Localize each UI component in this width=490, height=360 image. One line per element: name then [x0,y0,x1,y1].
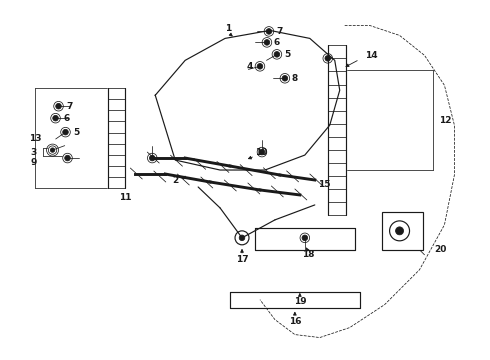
Text: 12: 12 [440,116,452,125]
Bar [382,212,423,250]
Text: 7: 7 [67,102,73,111]
Circle shape [53,116,58,121]
Text: 20: 20 [435,245,447,254]
Text: 2: 2 [172,176,178,185]
Text: 6: 6 [64,114,70,123]
Text: 13: 13 [28,134,41,143]
Text: 11: 11 [119,193,132,202]
Circle shape [264,40,270,45]
Circle shape [259,149,265,155]
Circle shape [50,148,55,152]
Circle shape [56,103,61,109]
Circle shape [282,76,288,81]
Text: 16: 16 [289,317,301,326]
Circle shape [65,155,70,161]
Text: 4: 4 [247,62,253,71]
Text: 6: 6 [274,38,280,47]
Circle shape [63,129,68,135]
Text: 9: 9 [30,158,37,167]
Text: 15: 15 [318,180,330,189]
Circle shape [395,227,404,235]
Circle shape [149,155,155,161]
Circle shape [257,63,263,69]
Text: 8: 8 [292,74,298,83]
Circle shape [325,55,331,61]
Text: 7: 7 [276,27,282,36]
Text: 3: 3 [30,148,37,157]
Text: 18: 18 [301,250,314,259]
Circle shape [302,235,308,240]
Text: 5: 5 [284,50,290,59]
Text: 14: 14 [365,51,377,60]
Text: 1: 1 [225,24,231,33]
Circle shape [266,29,272,34]
Text: 10: 10 [255,148,268,157]
Text: 5: 5 [74,128,80,137]
Text: 19: 19 [294,297,306,306]
Text: 17: 17 [236,255,248,264]
Circle shape [239,235,245,240]
Circle shape [274,51,280,57]
